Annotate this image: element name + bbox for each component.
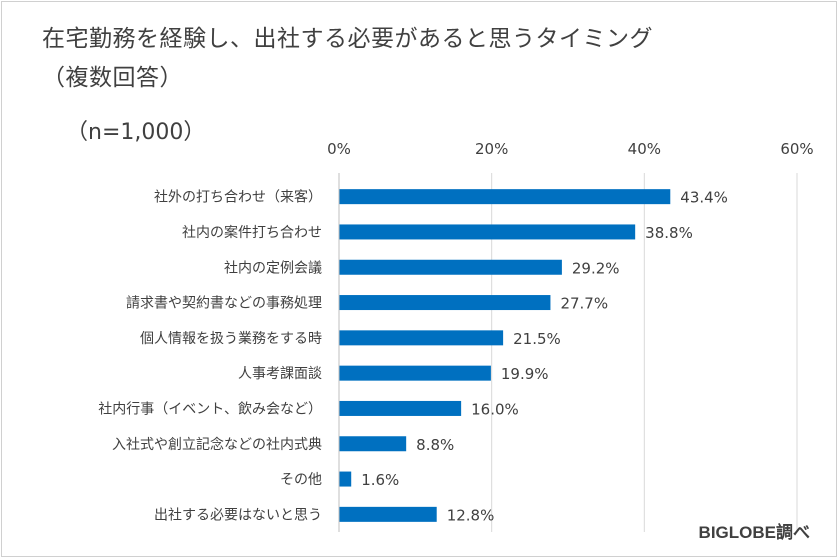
category-label: 社外の打ち合わせ（来客） bbox=[154, 189, 322, 206]
bar bbox=[339, 471, 352, 487]
category-label: その他 bbox=[280, 472, 322, 488]
data-label: 21.5% bbox=[513, 330, 561, 348]
bar bbox=[339, 365, 491, 381]
chart-title-line-1: 在宅勤務を経験し、出社する必要があると思うタイミング bbox=[42, 26, 653, 52]
data-label: 19.9% bbox=[501, 365, 549, 383]
data-label: 27.7% bbox=[560, 295, 608, 313]
bar bbox=[339, 295, 551, 311]
x-tick-label: 60% bbox=[780, 140, 813, 158]
data-label: 12.8% bbox=[447, 506, 495, 524]
category-label: 社内行事（イベント、飲み会など） bbox=[98, 401, 322, 417]
bar bbox=[339, 189, 671, 205]
bar bbox=[339, 400, 462, 416]
bar bbox=[339, 330, 504, 346]
category-label: 請求書や契約書などの事務処理 bbox=[126, 296, 322, 312]
bar bbox=[339, 224, 636, 240]
category-label: 社内の定例会議 bbox=[224, 259, 322, 276]
chart-title-line-2: （複数回答） bbox=[42, 65, 183, 91]
source-credit: BIGLOBE調べ bbox=[698, 523, 810, 542]
data-label: 38.8% bbox=[645, 224, 693, 242]
data-label: 1.6% bbox=[361, 471, 399, 489]
data-label: 43.4% bbox=[680, 189, 728, 207]
category-label: 個人情報を扱う業務をする時 bbox=[140, 331, 322, 347]
data-label: 29.2% bbox=[572, 259, 620, 277]
data-label: 8.8% bbox=[416, 436, 454, 454]
bar bbox=[339, 259, 562, 275]
x-tick-label: 40% bbox=[628, 140, 661, 158]
category-label: 入社式や創立記念などの社内式典 bbox=[112, 436, 322, 453]
category-label: 人事考課面談 bbox=[238, 366, 322, 382]
bar bbox=[339, 436, 407, 452]
data-label: 16.0% bbox=[471, 400, 519, 418]
x-tick-label: 20% bbox=[475, 140, 508, 158]
category-label: 社内の案件打ち合わせ bbox=[182, 224, 322, 241]
sample-size-note: （n=1,000） bbox=[66, 120, 206, 145]
x-tick-label: 0% bbox=[327, 140, 351, 158]
bar bbox=[339, 506, 437, 522]
category-label: 出社する必要はないと思う bbox=[154, 507, 322, 523]
